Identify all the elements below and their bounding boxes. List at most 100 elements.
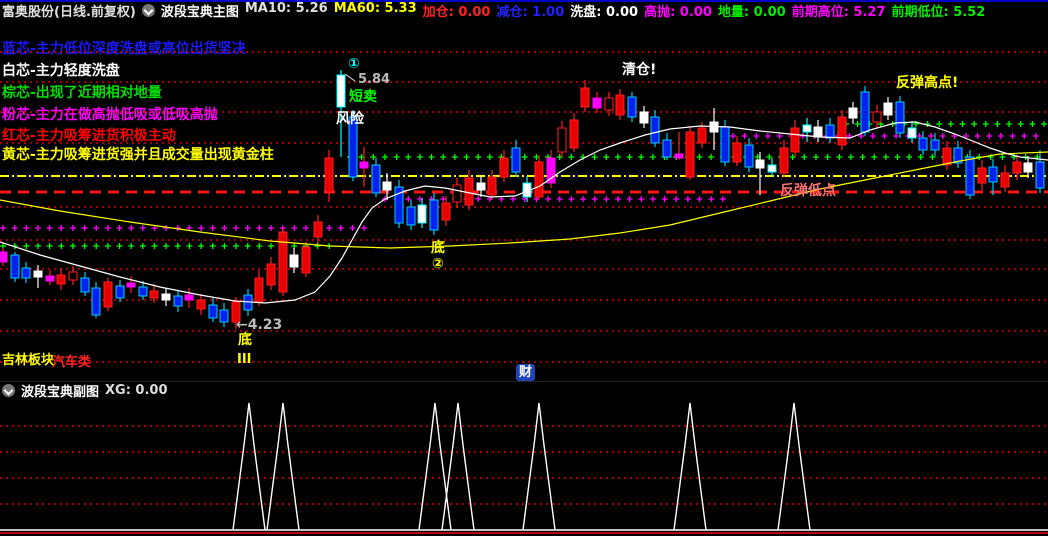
candle-body xyxy=(977,167,987,184)
rebound-high-label: 反弹高点! xyxy=(896,75,959,91)
sector-tag-auto: 汽车类 xyxy=(52,355,92,370)
candle-body xyxy=(615,94,625,116)
candle-body xyxy=(1023,162,1033,173)
candle-body xyxy=(1035,161,1045,189)
indicator-field: 洗盘: 0.00 xyxy=(570,5,639,20)
candle-body xyxy=(988,166,998,183)
candle-body xyxy=(802,124,812,133)
candle-body xyxy=(872,111,882,123)
candle-body xyxy=(80,277,90,293)
candle-body xyxy=(860,91,870,133)
candle-body xyxy=(662,139,672,158)
candle-body xyxy=(45,275,55,282)
candle-body xyxy=(173,295,183,307)
candle-body xyxy=(639,111,649,124)
candle-body xyxy=(161,293,171,301)
chevron-down-icon[interactable] xyxy=(141,4,155,17)
main-indicator-name[interactable]: 波段宝典主图 xyxy=(160,5,239,20)
signal-spike xyxy=(266,402,300,531)
candle-body xyxy=(813,126,823,138)
candle-body xyxy=(755,159,765,169)
candle-body xyxy=(21,267,31,279)
candle-body xyxy=(103,281,113,308)
candle-body xyxy=(953,147,963,164)
candle-body xyxy=(371,164,381,194)
candle-body xyxy=(837,116,847,146)
legend-line: 红芯-主力吸筹进货积极主动 xyxy=(2,128,176,144)
candle-body xyxy=(732,142,742,163)
candle-body xyxy=(476,182,486,191)
candle-body xyxy=(697,127,707,144)
price-callout-arrow xyxy=(344,73,356,82)
candle-body xyxy=(289,254,299,268)
candle-body xyxy=(196,299,206,310)
risk-label: 风险 xyxy=(336,111,364,127)
signal-spike xyxy=(232,402,266,531)
candle-body xyxy=(883,102,893,116)
candle-body xyxy=(313,221,323,238)
candle-body xyxy=(604,97,614,111)
candle-body xyxy=(56,274,66,285)
candle-body xyxy=(68,271,78,281)
candle-body xyxy=(266,263,276,286)
candle-body xyxy=(126,282,136,288)
candle-body xyxy=(219,309,229,323)
candle-body xyxy=(1012,161,1022,174)
rebound-low-label: 反弹低点 xyxy=(780,183,836,199)
candle-body xyxy=(406,206,416,226)
candle-body xyxy=(790,127,800,153)
chevron-down-icon[interactable] xyxy=(2,384,15,397)
candle-body xyxy=(779,147,789,174)
legend-line: 黄芯-主力吸筹进货强并且成交量出现黄金柱 xyxy=(2,147,274,163)
marker-circle-1: ① xyxy=(348,56,360,72)
candle-body xyxy=(33,270,43,278)
candle-body xyxy=(138,286,148,297)
bottom3-label-a: 底 xyxy=(238,332,252,348)
indicator-field: 加仓: 0.00 xyxy=(422,5,491,20)
indicator-field: 地量: 0.00 xyxy=(717,5,786,20)
candle-body xyxy=(464,177,474,206)
candle-body xyxy=(10,254,20,279)
candle-body xyxy=(91,287,101,316)
signal-spike xyxy=(418,402,452,531)
candle-body xyxy=(942,147,952,166)
candle-body xyxy=(767,164,777,173)
indicator-field: MA60: 5.33 xyxy=(333,1,417,16)
candle-body xyxy=(394,186,404,224)
candle-body xyxy=(720,126,730,163)
candle-body xyxy=(627,96,637,118)
chip-marker-row xyxy=(730,133,1039,139)
price-label-584: 5.84 xyxy=(358,72,391,87)
candle-body xyxy=(254,277,264,303)
candle-body xyxy=(848,107,858,119)
candle-body xyxy=(487,176,497,196)
stock-title: 富奥股份(日线.前复权) xyxy=(2,5,136,20)
signal-spike xyxy=(441,402,475,531)
bottom3-label-b: III xyxy=(237,352,252,367)
candle-body xyxy=(918,137,928,151)
candle-body xyxy=(208,304,218,319)
candle-body xyxy=(907,127,917,139)
window-top-border xyxy=(0,0,1048,2)
xg-value: XG: 0.00 xyxy=(105,383,168,398)
candle-body xyxy=(965,156,975,196)
sector-tag-jilin: 吉林板块 xyxy=(2,353,55,368)
indicator-field: MA10: 5.26 xyxy=(244,1,328,16)
indicator-field: 前期低位: 5.52 xyxy=(891,5,986,20)
sub-indicator-name[interactable]: 波段宝典副图 xyxy=(21,385,100,400)
candle-body xyxy=(348,116,358,178)
candle-body xyxy=(417,204,427,224)
legend-line: 白芯-主力轻度洗盘 xyxy=(2,63,120,79)
clear-position-label: 清仓! xyxy=(622,62,657,78)
candle-body xyxy=(0,251,8,263)
candle-body xyxy=(674,153,684,159)
candle-body xyxy=(744,144,754,168)
candle-body xyxy=(441,202,451,221)
candle-body xyxy=(359,161,369,169)
candle-body xyxy=(301,246,311,274)
sub-panel-header: 波段宝典副图 XG: 0.00 xyxy=(0,383,1048,400)
candle-body xyxy=(534,161,544,198)
candle-body xyxy=(685,131,695,178)
